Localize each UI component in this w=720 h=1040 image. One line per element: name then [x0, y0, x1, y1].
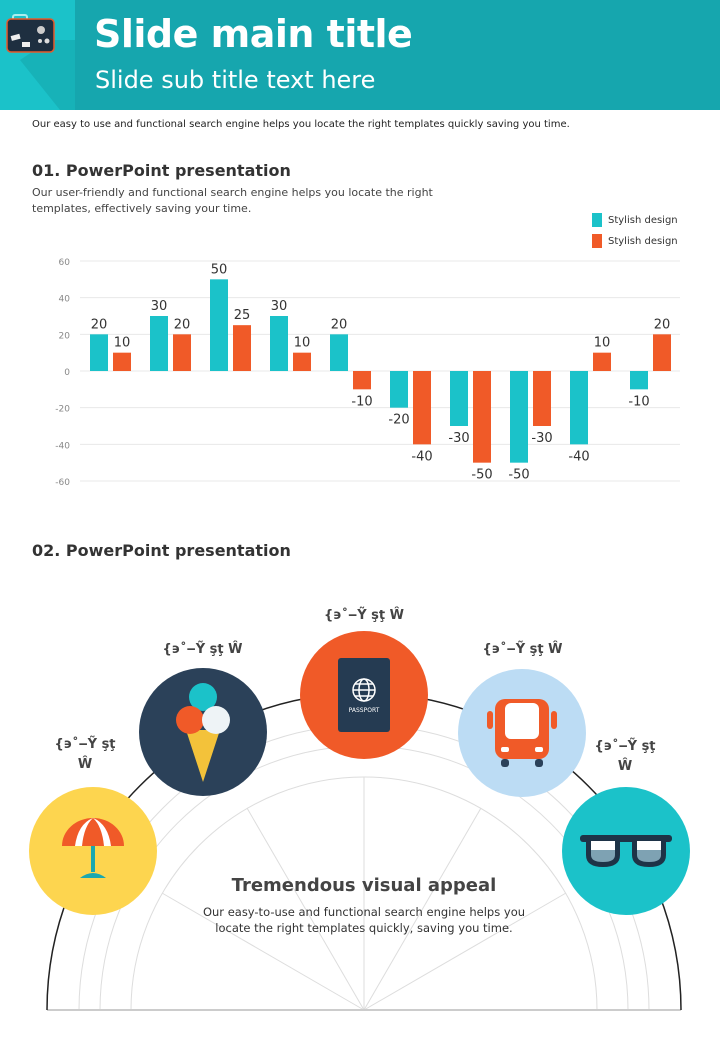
bar	[413, 371, 431, 445]
bus-icon	[487, 699, 557, 767]
bar	[270, 316, 288, 371]
passport-text: PASSPORT	[348, 706, 380, 714]
item-label: {϶˚‒Ỹ şţ Ŵ	[324, 608, 404, 623]
item-label: {϶˚‒Ỹ şţ Ŵ	[482, 642, 563, 657]
beach-umbrella-icon	[62, 818, 124, 878]
data-label: 50	[211, 262, 228, 277]
bar	[353, 371, 371, 390]
item-label: {϶˚‒Ỹ şţ Ŵ	[162, 642, 243, 657]
bar	[210, 279, 228, 371]
bar	[173, 334, 191, 371]
data-label: 20	[174, 317, 191, 332]
bar	[390, 371, 408, 408]
data-label: -30	[448, 431, 469, 446]
y-tick-label: 20	[59, 331, 71, 341]
data-label: 20	[91, 317, 108, 332]
bar	[150, 316, 168, 371]
legend-item: Stylish design	[592, 213, 678, 227]
data-label: 25	[234, 308, 251, 323]
data-label: -50	[471, 468, 492, 483]
data-label: 10	[594, 336, 611, 351]
bar	[473, 371, 491, 463]
bus-circle	[458, 669, 586, 797]
bar	[293, 352, 311, 371]
header-icon-tile	[0, 0, 75, 110]
sunglasses-circle	[562, 787, 690, 915]
y-tick-label: -40	[55, 441, 70, 451]
ice-cream-circle	[139, 668, 267, 796]
data-label: 10	[114, 336, 131, 351]
legend-label: Stylish design	[608, 214, 678, 226]
data-label: 10	[294, 336, 311, 351]
data-label: 20	[331, 317, 348, 332]
bar	[450, 371, 468, 426]
data-label: -30	[531, 431, 552, 446]
legend-swatch	[592, 234, 602, 248]
passport-circle: PASSPORT	[300, 631, 428, 759]
item-label: {϶˚‒Ỹ şţ Ŵ	[594, 739, 656, 774]
y-tick-label: 60	[59, 258, 71, 268]
bar	[113, 352, 131, 371]
intro-text: Our easy to use and functional search en…	[32, 119, 570, 130]
data-label: -40	[411, 449, 432, 464]
bar	[653, 334, 671, 371]
y-tick-label: -20	[55, 405, 70, 415]
y-tick-label: 0	[64, 368, 70, 378]
section1-description: Our user-friendly and functional search …	[32, 186, 433, 215]
bar	[233, 325, 251, 371]
bar	[90, 334, 108, 371]
y-tick-label: -60	[55, 478, 70, 488]
sunglasses-icon	[580, 835, 672, 867]
data-label: 30	[151, 299, 168, 314]
slide-subtitle: Slide sub title text here	[95, 66, 376, 94]
center-text: Our easy-to-use and functional search en…	[202, 905, 526, 935]
bar	[533, 371, 551, 426]
center-title: Tremendous visual appeal	[231, 875, 497, 896]
y-tick-label: 40	[59, 295, 71, 305]
legend-swatch	[592, 213, 602, 227]
data-label: -50	[508, 468, 529, 483]
bar	[630, 371, 648, 390]
globe-icon	[352, 677, 376, 702]
section2-title: 02. PowerPoint presentation	[32, 541, 291, 560]
data-label: -20	[388, 413, 409, 428]
slide-title: Slide main title	[94, 12, 413, 56]
bar	[593, 352, 611, 371]
suitcase-icon	[6, 14, 75, 110]
data-label: -10	[351, 394, 372, 409]
slide-header	[0, 0, 720, 110]
data-label: -10	[628, 394, 649, 409]
ice-cream-icon	[176, 683, 230, 782]
bar	[330, 334, 348, 371]
section1-title: 01. PowerPoint presentation	[32, 161, 291, 180]
legend-label: Stylish design	[608, 235, 678, 247]
umbrella-circle	[29, 787, 157, 915]
bar	[510, 371, 528, 463]
data-label: -40	[568, 449, 589, 464]
passport-icon: PASSPORT	[338, 658, 390, 732]
bar	[570, 371, 588, 445]
legend-item: Stylish design	[592, 234, 678, 248]
data-label: 20	[654, 317, 671, 332]
data-label: 30	[271, 299, 288, 314]
bar-chart: 60 40 20 0 -20 -40 -60 20 10 30 20 50 25 30 10 20 -10 -20…	[55, 258, 680, 488]
item-label: {϶˚‒Ỹ şţ Ŵ	[54, 737, 116, 772]
